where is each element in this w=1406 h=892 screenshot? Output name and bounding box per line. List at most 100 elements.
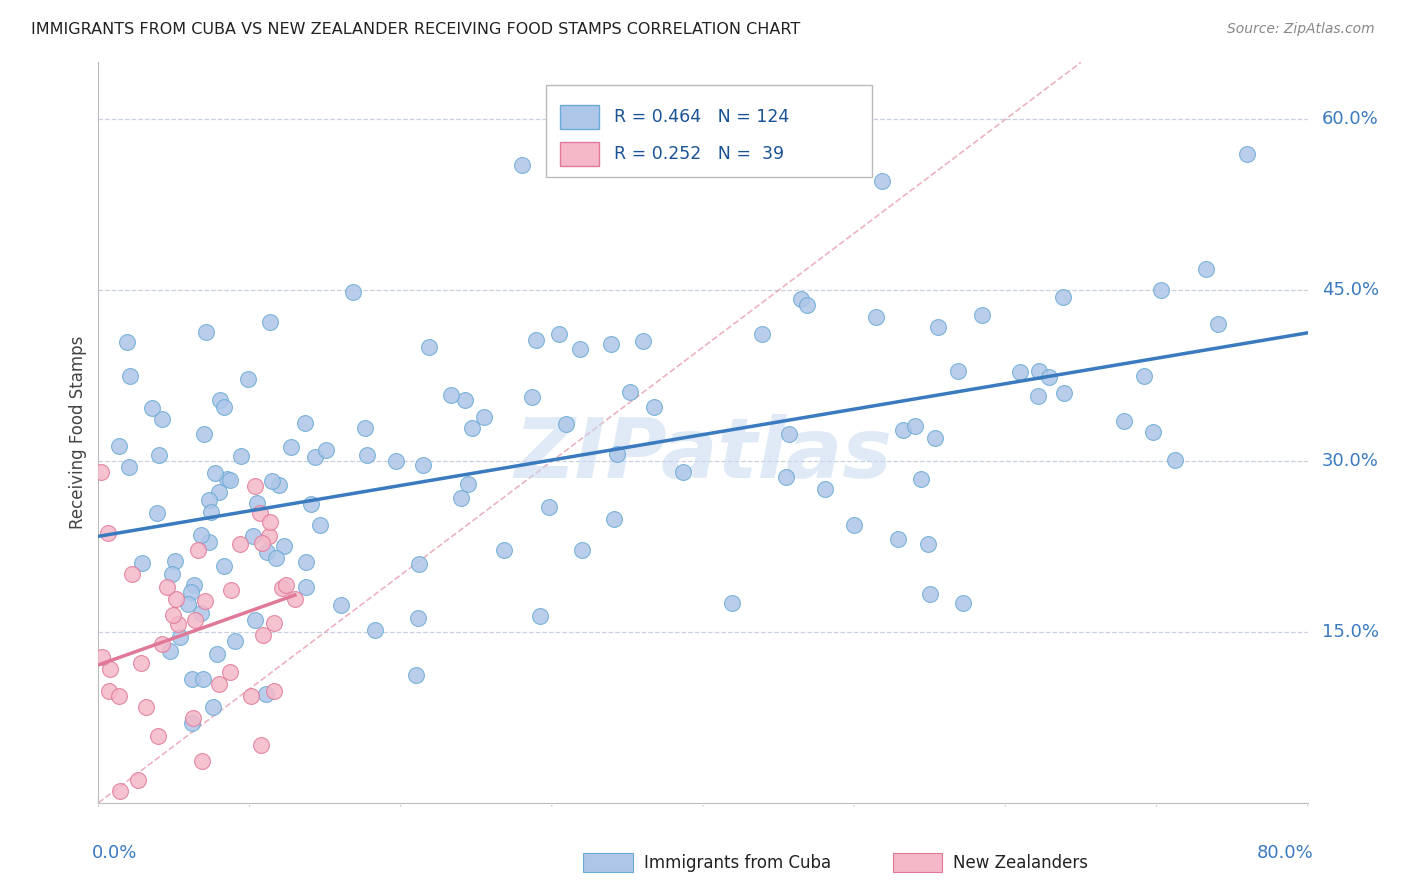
Text: 0.0%: 0.0% (93, 844, 138, 862)
Point (191, 754, 214, 768)
Point (229, 536, 252, 550)
Point (1114, 414, 1136, 428)
Point (1028, 364, 1050, 378)
Point (274, 577, 297, 591)
Point (1142, 425, 1164, 440)
Point (208, 677, 231, 691)
Point (284, 591, 307, 606)
Point (259, 515, 281, 529)
Point (494, 543, 516, 558)
Point (294, 417, 316, 431)
Point (195, 325, 218, 339)
Point (1150, 283, 1173, 297)
Point (160, 567, 183, 582)
Point (191, 673, 214, 687)
Point (619, 384, 641, 399)
Point (262, 474, 284, 488)
Point (263, 615, 285, 630)
Point (412, 458, 434, 472)
Point (603, 512, 626, 526)
Point (246, 496, 269, 510)
Point (315, 443, 337, 458)
Point (356, 448, 378, 462)
Point (181, 716, 204, 731)
Point (243, 613, 266, 627)
Point (457, 476, 479, 491)
Point (146, 506, 169, 520)
Point (180, 585, 202, 599)
Point (256, 545, 278, 559)
Text: 30.0%: 30.0% (1322, 452, 1379, 470)
Point (796, 298, 818, 312)
Point (264, 551, 287, 566)
Point (364, 624, 387, 638)
Point (814, 482, 837, 496)
Point (263, 683, 285, 698)
Point (135, 699, 157, 714)
Text: IMMIGRANTS FROM CUBA VS NEW ZEALANDER RECEIVING FOOD STAMPS CORRELATION CHART: IMMIGRANTS FROM CUBA VS NEW ZEALANDER RE… (31, 22, 800, 37)
Point (273, 539, 295, 553)
Text: 60.0%: 60.0% (1322, 111, 1379, 128)
Text: New Zealanders: New Zealanders (953, 854, 1088, 871)
Point (163, 554, 186, 568)
Point (672, 465, 695, 479)
Point (259, 315, 281, 329)
Point (309, 518, 332, 533)
Point (148, 448, 170, 462)
Point (842, 517, 865, 532)
Point (165, 592, 187, 607)
Bar (583, 853, 633, 872)
Point (1133, 368, 1156, 383)
Point (721, 596, 744, 610)
Point (778, 426, 800, 441)
Point (520, 390, 543, 404)
Point (342, 285, 364, 300)
Point (295, 580, 318, 594)
Point (217, 472, 239, 486)
Point (200, 505, 222, 519)
Point (891, 423, 914, 437)
Text: 45.0%: 45.0% (1322, 281, 1379, 299)
Point (548, 326, 571, 341)
Point (972, 308, 994, 322)
Point (910, 471, 932, 485)
Text: Immigrants from Cuba: Immigrants from Cuba (644, 854, 831, 871)
Point (218, 665, 240, 679)
Point (141, 401, 163, 415)
Point (790, 292, 813, 306)
Point (208, 392, 231, 407)
Point (207, 647, 229, 661)
Point (554, 417, 576, 432)
Point (405, 668, 427, 682)
Point (529, 609, 551, 624)
Point (454, 392, 477, 407)
Point (90, 650, 112, 665)
Point (146, 729, 169, 743)
Point (169, 630, 191, 644)
FancyBboxPatch shape (546, 85, 872, 178)
Point (250, 739, 273, 753)
Point (252, 628, 274, 642)
Point (194, 594, 217, 608)
Point (606, 447, 628, 461)
Point (218, 473, 240, 487)
Point (408, 557, 430, 571)
Point (118, 368, 141, 383)
Point (131, 556, 153, 570)
Point (156, 580, 179, 594)
Point (96, 526, 118, 541)
Text: R = 0.464   N = 124: R = 0.464 N = 124 (613, 108, 789, 126)
Point (304, 450, 326, 465)
Bar (893, 853, 942, 872)
Point (221, 583, 243, 598)
Point (1195, 261, 1218, 276)
Point (183, 613, 205, 627)
Point (408, 611, 430, 625)
Point (107, 439, 129, 453)
Point (198, 535, 221, 549)
Point (524, 334, 547, 348)
Point (643, 400, 665, 414)
Point (243, 479, 266, 493)
Point (166, 616, 188, 631)
Point (90, 466, 112, 480)
